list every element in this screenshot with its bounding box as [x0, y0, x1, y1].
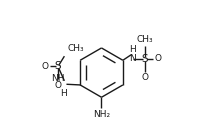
Text: O: O: [153, 54, 160, 63]
Text: S: S: [141, 54, 147, 64]
Text: CH₃: CH₃: [136, 35, 152, 44]
Text: N: N: [128, 54, 135, 63]
Text: O: O: [54, 81, 61, 90]
Text: NH₂: NH₂: [93, 110, 109, 119]
Text: S: S: [54, 62, 61, 71]
Text: H: H: [128, 45, 135, 54]
Text: H: H: [60, 89, 67, 99]
Text: NH: NH: [51, 74, 65, 83]
Text: O: O: [41, 62, 48, 71]
Text: CH₃: CH₃: [67, 44, 84, 53]
Text: O: O: [141, 73, 147, 82]
